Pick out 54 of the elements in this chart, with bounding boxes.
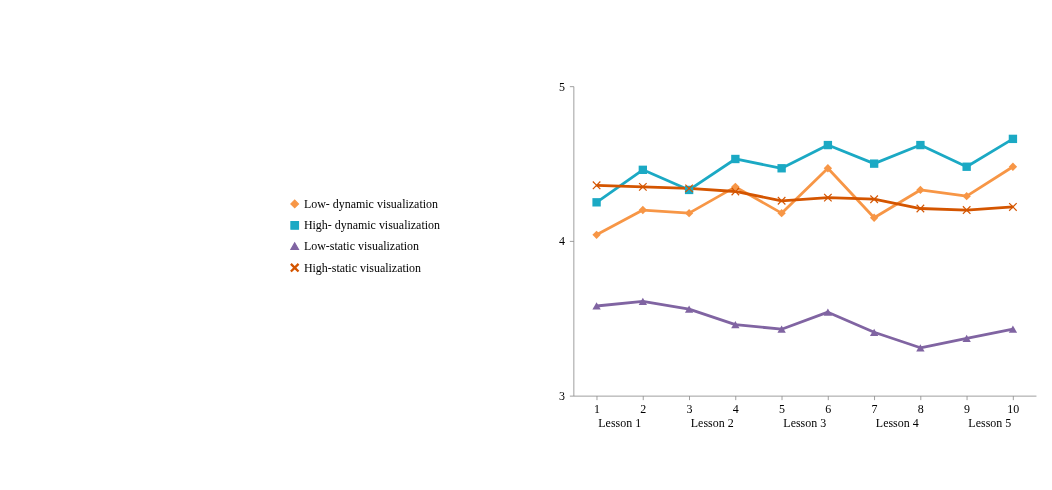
point bbox=[916, 185, 925, 195]
point bbox=[684, 305, 694, 313]
point bbox=[962, 334, 971, 343]
x-tick-label: 9 bbox=[964, 401, 971, 416]
point bbox=[684, 208, 694, 218]
legend-label: Low- dynamic visualization bbox=[303, 196, 438, 211]
text: Lesson 5 bbox=[968, 415, 1012, 430]
point bbox=[823, 164, 833, 173]
legend-label: High- dynamic visualization bbox=[303, 218, 440, 233]
point bbox=[869, 195, 879, 204]
point bbox=[592, 198, 601, 207]
x-tick-label: 3 bbox=[686, 401, 693, 416]
text: Lesson 1 bbox=[598, 415, 642, 430]
y-tick-label: 4 bbox=[559, 234, 566, 249]
point bbox=[777, 208, 786, 218]
point bbox=[638, 297, 648, 305]
x-tick-label: 7 bbox=[871, 401, 878, 416]
point bbox=[731, 320, 740, 329]
point bbox=[638, 165, 648, 175]
point bbox=[638, 182, 648, 192]
x-tick-label: 10 bbox=[1007, 401, 1020, 416]
point bbox=[962, 191, 971, 201]
x-tick-label: 2 bbox=[640, 401, 647, 416]
x-tick-label: 1 bbox=[593, 401, 600, 416]
text: Lesson 3 bbox=[783, 415, 827, 430]
point bbox=[869, 328, 879, 336]
point bbox=[823, 140, 833, 150]
point bbox=[1008, 134, 1018, 144]
point bbox=[823, 193, 833, 202]
point bbox=[962, 205, 971, 215]
point bbox=[731, 182, 740, 192]
point bbox=[777, 164, 786, 173]
x-tick-label: 6 bbox=[825, 401, 832, 416]
point bbox=[823, 308, 833, 316]
point bbox=[1008, 162, 1018, 171]
point bbox=[777, 325, 786, 333]
text: Lesson 4 bbox=[875, 415, 919, 430]
point bbox=[869, 213, 879, 222]
text: Lesson 2 bbox=[690, 415, 734, 430]
point bbox=[592, 302, 601, 310]
point bbox=[1008, 325, 1018, 333]
point bbox=[916, 344, 925, 352]
x-tick-label: 8 bbox=[917, 401, 924, 416]
legend-label: Low-static visualization bbox=[303, 239, 420, 254]
y-tick-label: 5 bbox=[559, 79, 566, 94]
legend-label: High-static visualization bbox=[303, 260, 422, 275]
x-tick-label: 5 bbox=[779, 401, 786, 416]
point bbox=[962, 162, 971, 171]
point bbox=[869, 159, 879, 168]
y-tick-label: 3 bbox=[559, 389, 566, 404]
x-tick-label: 4 bbox=[732, 401, 739, 416]
point bbox=[916, 140, 925, 150]
point bbox=[592, 230, 601, 239]
point bbox=[731, 154, 740, 164]
